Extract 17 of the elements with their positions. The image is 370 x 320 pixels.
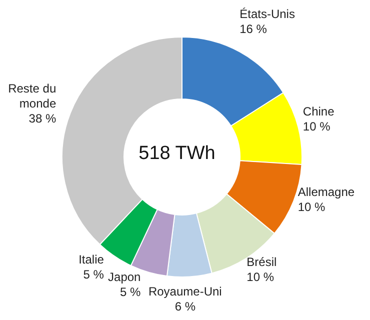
text: 518 TWh (138, 143, 216, 164)
slice-label: États-Unis (240, 7, 295, 22)
data-label: 16 % (240, 22, 268, 36)
data-label: 10 % (302, 120, 331, 134)
data-label: 10 % (298, 200, 326, 214)
slice-label: Japon (108, 270, 141, 284)
data-label: 5 % (120, 284, 142, 299)
data-label: 6 % (174, 300, 196, 314)
slice-label: Chine (302, 104, 335, 119)
data-label: 38 % (28, 112, 56, 126)
slice-label: Brésil (246, 254, 277, 269)
slice-label: Royaume-Uni (148, 284, 222, 299)
slice-label: Reste du monde (8, 82, 56, 111)
slice-label: Allemagne (298, 184, 355, 199)
slice-label: Italie (78, 252, 104, 267)
data-label: 10 % (246, 270, 274, 284)
data-label: 5 % (83, 268, 104, 282)
